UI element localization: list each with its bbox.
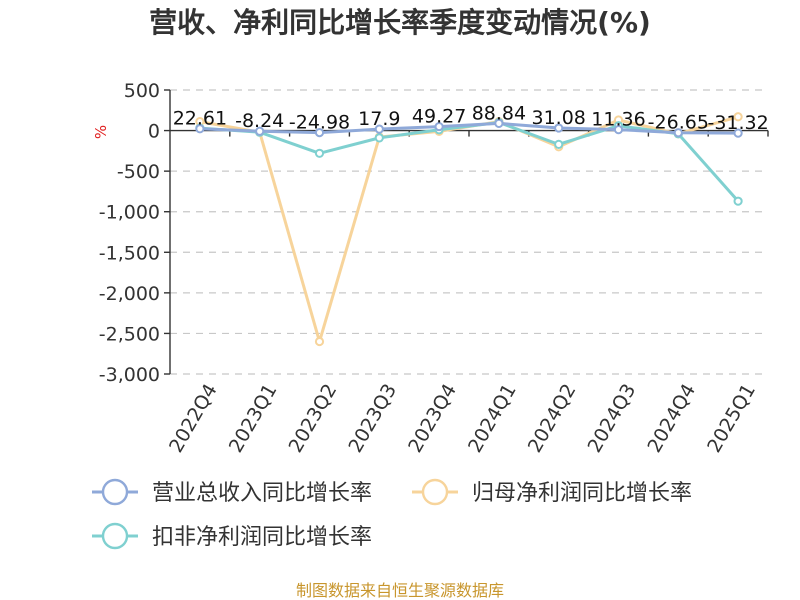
legend-swatch-marker [421,478,449,506]
data-point[interactable] [554,139,564,149]
data-label: -8.24 [235,110,284,132]
legend-item-1[interactable]: 归母净利润同比增长率 [412,478,692,506]
data-point[interactable] [255,126,265,136]
x-tick-label: 2024Q2 [524,380,581,456]
legend-swatch-marker [101,522,129,550]
y-tick-label: 500 [124,80,160,102]
data-label: -24.98 [289,112,350,134]
x-tick-label: 2023Q2 [285,380,342,456]
data-point[interactable] [314,148,325,158]
data-point[interactable] [673,128,683,138]
data-point[interactable] [314,127,325,138]
legend-label: 营业总收入同比增长率 [152,481,372,506]
x-tick-label: 2023Q4 [404,380,461,456]
legend-swatch-marker [101,478,129,506]
grid [170,89,768,375]
data-label: 31.08 [531,107,585,129]
legend-item-2[interactable]: 扣非净利润同比增长率 [92,522,372,550]
data-point[interactable] [733,112,743,122]
data-labels: 22.61 -8.24 -24.98 17.9 49.27 88.84 31.08 11.36… [173,102,769,134]
data-label: -31.32 [707,112,768,134]
legend-item-0[interactable]: 营业总收入同比增长率 [92,478,372,506]
data-point[interactable] [374,133,384,143]
y-tick-label: 0 [148,121,160,143]
x-tick-label: 2024Q4 [643,380,700,456]
x-tick-label: 2022Q4 [165,380,222,456]
y-tick-label: -1,500 [99,242,160,264]
series-lines [195,112,743,347]
chart-title: 营收、净利同比增长率季度变动情况(%) [149,6,651,39]
x-tick-label: 2024Q1 [464,380,521,456]
y-tick-label: -3,000 [99,364,160,386]
x-tick-label: 2024Q3 [584,380,641,456]
x-tick-label: 2023Q3 [344,380,401,456]
data-label: 22.61 [173,108,227,130]
data-label: -26.65 [648,112,709,134]
legend-label: 扣非净利润同比增长率 [152,525,372,550]
data-label: 49.27 [412,106,466,128]
y-tick-label: -500 [117,161,160,183]
data-point[interactable] [554,123,564,133]
y-unit-label: % [92,125,110,139]
data-point[interactable] [613,125,624,135]
data-label: 17.9 [358,108,400,130]
y-tick-label: -1,000 [99,202,160,224]
x-tick-label: 2025Q1 [703,380,760,456]
data-point[interactable] [195,124,205,134]
series-line-0 [199,121,739,135]
data-point[interactable] [374,124,384,134]
y-tick-label: -2,500 [99,323,160,345]
data-point[interactable] [733,128,743,138]
legend-label: 归母净利润同比增长率 [472,481,692,506]
data-point[interactable] [494,118,504,128]
data-label: 88.84 [472,102,526,124]
data-point[interactable] [733,196,743,206]
series-line-1 [199,115,739,344]
axes: 5000-500-1,000-1,500-2,000-2,500-3,00020… [99,80,769,456]
data-source-note: 制图数据来自恒生聚源数据库 [296,581,504,600]
x-tick-label: 2023Q1 [225,380,282,456]
y-tick-label: -2,000 [99,283,160,305]
data-label: 11.36 [591,109,645,131]
data-point[interactable] [314,336,325,347]
data-point[interactable] [434,121,444,132]
